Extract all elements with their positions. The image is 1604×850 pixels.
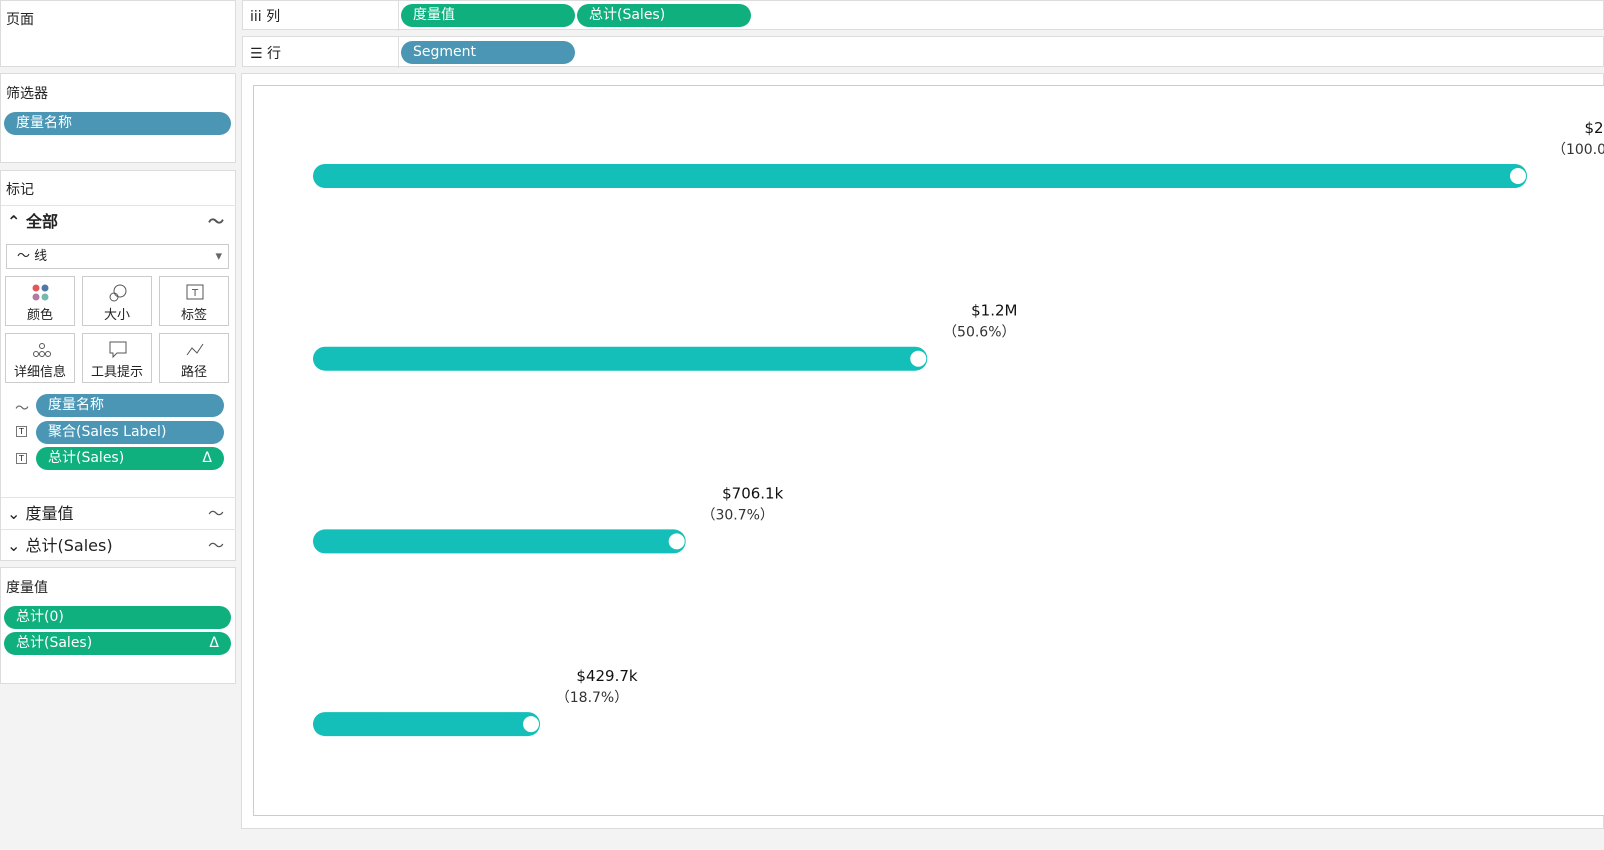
measure-values-card: 度量值 总计(0) 总计(Sales) Δ	[0, 567, 236, 684]
button-label: 详细信息	[13, 365, 66, 380]
mark-type: 线	[34, 249, 48, 264]
delta: Δ	[202, 450, 212, 466]
section-label: 总计(Sales)	[25, 536, 113, 555]
amount-label: $1.2M	[971, 302, 1017, 320]
mark-type-dropdown[interactable]: 〜 线 ▾	[6, 244, 229, 269]
button-label: 大小	[103, 308, 130, 323]
tooltip-button[interactable]: 工具提示	[82, 333, 152, 383]
percent-label: （18.7%）	[556, 690, 628, 706]
measure-values-title: 度量值	[6, 580, 48, 596]
marks-all[interactable]: ⌃ 全部〜	[1, 205, 236, 238]
columns-text: 列	[266, 9, 281, 25]
mark-pill[interactable]: 度量名称	[36, 394, 224, 417]
bar	[313, 164, 1527, 188]
pill-text: 总计(Sales)	[16, 635, 93, 651]
marks-card: 标记 ⌃ 全部〜 〜 线 ▾ 颜色 大小 T 标签 详细信息 工具提示 路径 〜 度…	[0, 170, 236, 561]
button-label: 标签	[180, 308, 207, 323]
mark-pill[interactable]: 总计(Sales) Δ	[36, 447, 224, 470]
bar	[313, 529, 686, 554]
button-label: 路径	[180, 365, 207, 380]
amount-label: $429.7k	[576, 667, 637, 685]
row-pill[interactable]: Segment	[401, 41, 575, 64]
end-dot	[910, 350, 927, 367]
bar	[313, 712, 541, 737]
filters-card: 筛选器 度量名称	[0, 73, 236, 163]
amount-label: $706.1k	[722, 484, 783, 502]
marks-title: 标记	[6, 182, 34, 198]
amount-label: $2	[1584, 119, 1603, 137]
measure-pill[interactable]: 总计(0)	[4, 606, 231, 629]
detail-button[interactable]: 详细信息	[5, 333, 75, 383]
rows-shelf: ☰ 行 Segment	[242, 36, 1604, 68]
pill-text: 总计(Sales)	[48, 450, 125, 466]
column-pill[interactable]: 总计(Sales)	[577, 4, 751, 27]
label-button[interactable]: T 标签	[159, 276, 229, 326]
column-pill[interactable]: 度量值	[401, 4, 575, 27]
rows-text: 行	[267, 46, 282, 62]
rows-label: ☰ 行	[250, 46, 282, 62]
button-label: 颜色	[26, 308, 53, 323]
path-icon: 〜	[15, 401, 29, 417]
path-button[interactable]: 路径	[159, 333, 229, 383]
bar	[313, 346, 928, 371]
end-dot	[668, 533, 685, 550]
marks-section[interactable]: ⌄ 度量值〜	[1, 497, 236, 530]
label-icon: T	[16, 453, 27, 464]
end-dot	[523, 716, 540, 733]
columns-shelf: iii bar列 度量值 总计(Sales)	[242, 0, 1604, 31]
chart-area	[253, 85, 1604, 816]
button-label: 工具提示	[90, 365, 143, 380]
size-button[interactable]: 大小	[82, 276, 152, 326]
end-dot	[1510, 168, 1526, 184]
color-button[interactable]: 颜色	[5, 276, 75, 326]
percent-label: （30.7%）	[701, 507, 773, 523]
pages-title: 页面	[6, 12, 34, 28]
pages-card: 页面	[0, 0, 236, 67]
filter-pill[interactable]: 度量名称	[4, 112, 231, 135]
percent-label: （50.6%）	[943, 325, 1015, 341]
svg-text:T: T	[191, 288, 199, 299]
percent-label: （100.0	[1552, 142, 1604, 158]
marks-all-label: 全部	[25, 212, 58, 231]
columns-label: iii bar列	[250, 9, 281, 25]
mark-pill[interactable]: 聚合(Sales Label)	[36, 421, 224, 444]
marks-section[interactable]: ⌄ 总计(Sales) 〜	[1, 529, 236, 562]
label-icon: T	[16, 426, 27, 437]
section-label: 度量值	[25, 504, 74, 523]
delta: Δ	[209, 635, 219, 651]
filters-title: 筛选器	[6, 86, 48, 102]
measure-pill[interactable]: 总计(Sales) Δ	[4, 632, 231, 655]
